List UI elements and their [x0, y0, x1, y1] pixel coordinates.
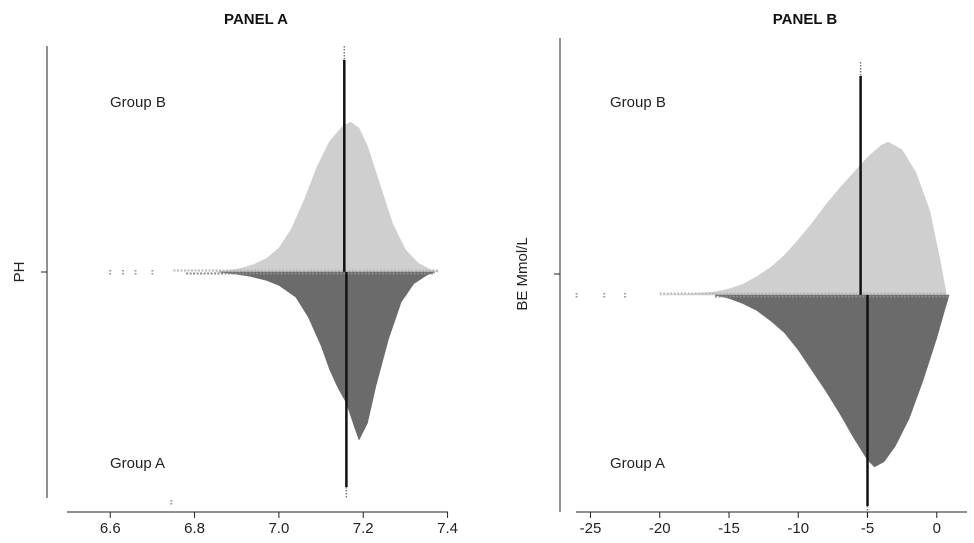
- panel-a: PANEL A PH 6.6 6.8 7.0 7.2 7.4 Group B Group…: [11, 11, 458, 537]
- panel-b-x-tick-label: -15: [718, 520, 740, 537]
- panel-a-group-b-density: [215, 121, 440, 273]
- panel-b-group-a-density: [715, 294, 950, 468]
- panel-b-group-b-density: [659, 141, 947, 296]
- panel-a-y-axis-title: PH: [11, 262, 28, 283]
- panel-a-x-tick-label: 6.6: [100, 520, 121, 537]
- panel-a-group-a-label: Group A: [110, 455, 165, 472]
- panel-b-y-axis-title: BE Mmol/L: [514, 237, 531, 310]
- panel-a-group-b-label: Group B: [110, 94, 166, 111]
- panel-a-beans: [109, 46, 440, 506]
- panel-b-x-tick-label: -20: [649, 520, 671, 537]
- panel-b-group-b-label: Group B: [610, 94, 666, 111]
- panel-a-x-tick-label: 7.0: [268, 520, 289, 537]
- panel-b-x-tick-label: -25: [580, 520, 602, 537]
- panel-a-group-a-density: [219, 271, 435, 441]
- panel-a-title: PANEL A: [224, 11, 288, 28]
- panel-b-x-ticks: -25 -20 -15 -10 -5 0: [580, 512, 941, 537]
- panel-a-x-tick-label: 6.8: [184, 520, 205, 537]
- panel-b-x-tick-label: 0: [933, 520, 941, 537]
- panel-b: PANEL B BE Mmol/L -25 -20 -15 -10 -5 0 Group …: [514, 11, 967, 537]
- panel-b-title: PANEL B: [773, 11, 838, 28]
- panel-b-x-tick-label: -10: [787, 520, 809, 537]
- panel-b-x-tick-label: -5: [861, 520, 874, 537]
- panel-b-group-a-label: Group A: [610, 455, 665, 472]
- panel-a-x-ticks: 6.6 6.8 7.0 7.2 7.4: [100, 512, 458, 537]
- panel-a-x-tick-label: 7.4: [437, 520, 458, 537]
- panel-b-beans: [575, 62, 950, 518]
- panel-a-x-tick-label: 7.2: [353, 520, 374, 537]
